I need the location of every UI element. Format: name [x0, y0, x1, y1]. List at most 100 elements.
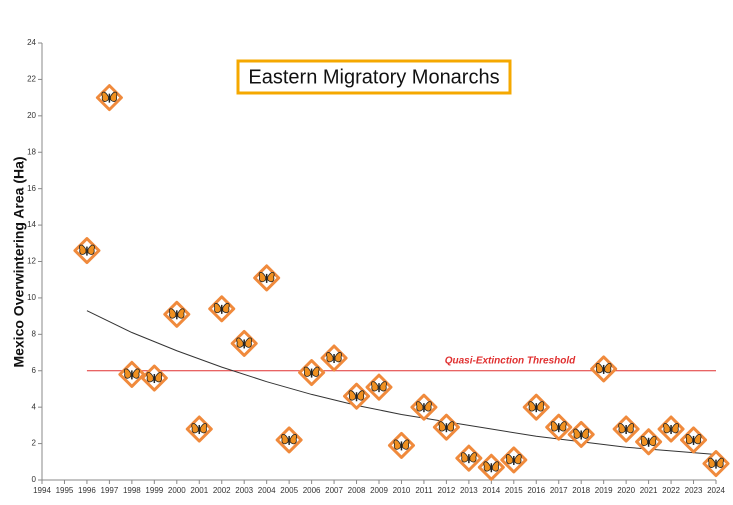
- x-tick-label: 2010: [393, 486, 411, 495]
- wing: [154, 372, 163, 383]
- wing: [213, 302, 222, 314]
- wing: [110, 91, 118, 102]
- x-tick-label: 2023: [685, 486, 703, 495]
- wing: [416, 401, 424, 412]
- butterfly-marker: [185, 415, 213, 443]
- x-tick-label: 2001: [190, 486, 208, 495]
- y-axis-label: Mexico Overwintering Area (Ha): [11, 156, 27, 367]
- x-tick-label: 2004: [258, 486, 276, 495]
- wing: [101, 91, 109, 102]
- butterfly-marker: [432, 413, 460, 441]
- butterfly-marker: [657, 415, 685, 443]
- y-tick-label: 18: [27, 147, 36, 156]
- butterfly-marker: [140, 364, 168, 392]
- x-tick-label: 2024: [707, 486, 725, 495]
- x-tick-label: 2016: [527, 486, 545, 495]
- wing: [595, 363, 604, 374]
- wing: [357, 390, 365, 401]
- x-tick-label: 2013: [460, 486, 478, 495]
- wing: [348, 390, 356, 401]
- x-tick-label: 1996: [78, 486, 96, 495]
- y-tick-label: 4: [32, 402, 37, 411]
- x-tick-label: 2012: [438, 486, 456, 495]
- x-tick-label: 2017: [550, 486, 568, 495]
- butterfly-marker: [500, 446, 528, 474]
- wing: [573, 428, 581, 439]
- butterfly-marker: [567, 420, 595, 448]
- y-tick-label: 20: [27, 111, 36, 120]
- x-tick-label: 2002: [213, 486, 231, 495]
- y-tick-label: 22: [27, 75, 36, 84]
- title-box: [236, 59, 512, 95]
- threshold-label: Quasi-Extinction Threshold: [445, 355, 576, 366]
- butterfly-marker: [590, 355, 618, 383]
- butterfly-marker: [118, 360, 146, 388]
- wing: [671, 423, 679, 434]
- wing: [303, 366, 312, 377]
- x-tick-label: 2018: [572, 486, 590, 495]
- wing: [716, 457, 724, 468]
- wing: [559, 421, 567, 432]
- wing: [505, 454, 514, 465]
- butterfly-marker: [455, 444, 483, 472]
- wing: [694, 434, 702, 445]
- x-tick-label: 2021: [640, 486, 658, 495]
- wing: [177, 308, 185, 319]
- wing: [649, 435, 657, 447]
- x-tick-label: 1997: [101, 486, 119, 495]
- y-tick-label: 8: [32, 329, 37, 338]
- x-tick-label: 1999: [145, 486, 163, 495]
- wing: [79, 244, 87, 255]
- wing: [289, 434, 298, 445]
- wing: [393, 439, 401, 450]
- wing: [402, 439, 410, 450]
- wing: [685, 434, 693, 445]
- wing: [87, 244, 95, 255]
- wing: [424, 401, 432, 412]
- butterfly-marker: [343, 382, 371, 410]
- wing: [618, 423, 626, 434]
- x-tick-label: 2005: [280, 486, 298, 495]
- wing: [528, 401, 536, 412]
- wing: [258, 271, 267, 283]
- wing: [199, 423, 208, 434]
- wing: [663, 423, 671, 434]
- butterfly-marker: [320, 344, 348, 372]
- wing: [312, 366, 320, 377]
- butterfly-marker: [635, 428, 663, 456]
- wing: [281, 434, 289, 445]
- butterfly-marker: [253, 264, 281, 292]
- wing: [326, 352, 334, 363]
- wing: [536, 401, 545, 412]
- butterfly-marker: [275, 426, 303, 454]
- y-tick-label: 0: [32, 475, 37, 484]
- butterfly-marker: [680, 426, 708, 454]
- butterfly-marker: [477, 453, 505, 481]
- x-tick-label: 2006: [303, 486, 321, 495]
- x-tick-label: 2011: [415, 486, 433, 495]
- wing: [550, 421, 559, 432]
- wing: [222, 302, 230, 314]
- wing: [123, 368, 132, 379]
- x-tick-label: 1995: [56, 486, 74, 495]
- wing: [469, 452, 477, 463]
- wing: [236, 337, 244, 348]
- y-tick-label: 2: [32, 439, 37, 448]
- wing: [191, 423, 199, 434]
- trend-line: [86, 310, 717, 456]
- x-tick-label: 2007: [325, 486, 343, 495]
- wing: [267, 271, 275, 283]
- wing: [146, 372, 154, 383]
- x-tick-label: 1998: [123, 486, 141, 495]
- butterfly-marker: [387, 431, 415, 459]
- x-tick-label: 2003: [235, 486, 253, 495]
- butterfly-marker: [365, 373, 393, 401]
- wing: [514, 454, 522, 465]
- x-tick-label: 2008: [348, 486, 366, 495]
- wing: [132, 368, 140, 379]
- butterfly-marker: [163, 300, 191, 328]
- butterfly-marker: [95, 84, 123, 112]
- butterfly-marker: [73, 237, 101, 265]
- y-tick-label: 6: [32, 366, 37, 375]
